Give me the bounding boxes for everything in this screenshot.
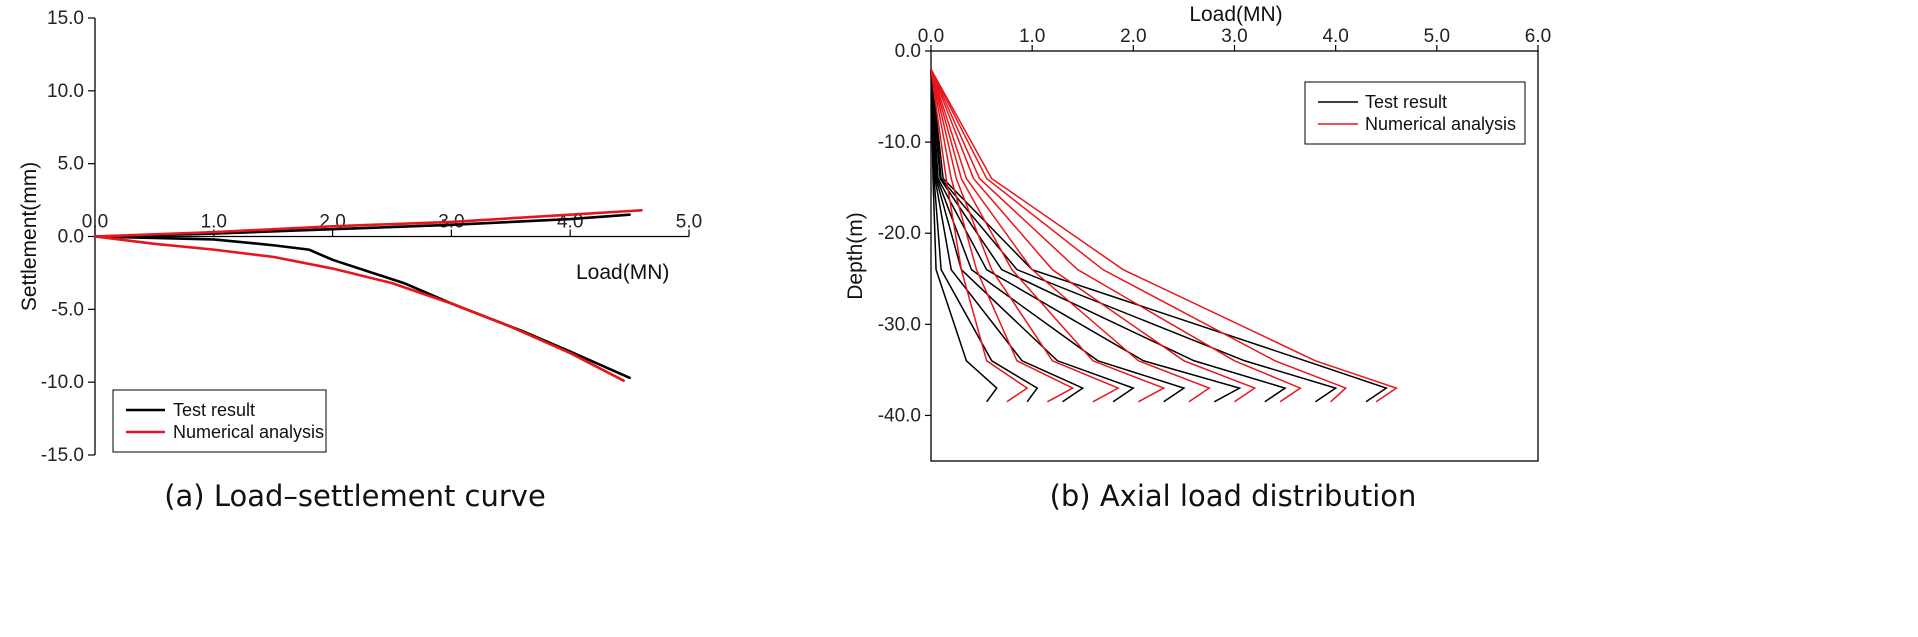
panel-a-x-tick-label: 1.0 <box>201 212 227 233</box>
panel-a-x-tick-label: 0.0 <box>82 212 108 233</box>
panel-b-numerical-analysis-profile-4 <box>930 69 1166 403</box>
panel-a-y-tick-label: 15.0 <box>47 8 84 29</box>
panel-a-caption: (a) Load–settlement curve <box>164 479 546 513</box>
panel-a-y-tick-label: -5.0 <box>51 299 84 320</box>
panel-b-test-result-profile-1 <box>930 69 998 403</box>
panel-b-axial-load: 0.0 1.0 2.0 3.0 4.0 5.0 6.0 0.0 -10.0 -20.0 -30.0 -… <box>844 3 1551 513</box>
panel-b-x-tick-label: 4.0 <box>1322 26 1348 47</box>
panel-a-x-tick-label: 4.0 <box>557 212 583 233</box>
legend-label-test-result: Test result <box>173 400 255 420</box>
panel-a-load-settlement: 15.010.05.00.0-5.0-10.0-15.00.0 1.0 2.0 3.0… <box>18 8 702 513</box>
panel-b-numerical-analysis-profile-2 <box>930 69 1075 403</box>
panel-a-series <box>93 208 643 383</box>
panel-a-series-test-result-0 <box>93 235 631 380</box>
panel-b-caption: (b) Axial load distribution <box>1050 479 1417 513</box>
panel-b-test-result-profile-7 <box>930 69 1287 403</box>
legend-label-numerical-analysis: Numerical analysis <box>1365 114 1516 134</box>
panel-b-numerical-analysis-profile-3 <box>930 69 1120 403</box>
panel-b-numerical-analysis-profile-9 <box>930 68 1399 403</box>
panel-a-y-tick-label: 0.0 <box>58 227 84 248</box>
panel-b-x-tick-label: 5.0 <box>1424 26 1450 47</box>
panel-b-x-tick-label: 3.0 <box>1221 26 1247 47</box>
panel-b-test-result-profile-5 <box>930 69 1186 403</box>
panel-b-series <box>930 68 1399 403</box>
panel-a-y-tick-label: 5.0 <box>58 154 84 175</box>
panel-b-y-tick-label: -40.0 <box>878 405 921 426</box>
panel-b-numerical-analysis-profile-6 <box>930 68 1257 403</box>
panel-a-y-tick-label: 10.0 <box>47 81 84 102</box>
legend-label-numerical-analysis: Numerical analysis <box>173 422 324 442</box>
panel-b-ticks: 0.0 1.0 2.0 3.0 4.0 5.0 6.0 0.0 -10.0 -20.0 -30.0 -… <box>878 26 1552 426</box>
panel-a-series-numerical-analysis-2 <box>93 235 625 383</box>
panel-a-legend: Test result Numerical analysis <box>112 389 327 453</box>
panel-b-x-tick-label: 6.0 <box>1525 26 1551 47</box>
panel-a-x-tick-label: 5.0 <box>676 212 702 233</box>
panel-b-numerical-analysis-profile-5 <box>930 68 1211 403</box>
panel-b-y-tick-label: -10.0 <box>878 132 921 153</box>
panel-b-legend: Test result Numerical analysis <box>1304 81 1526 145</box>
panel-b-y-tick-label: -20.0 <box>878 223 921 244</box>
panel-b-numerical-analysis-profile-1 <box>930 69 1029 403</box>
panel-a-legend-box <box>112 389 327 453</box>
panel-b-test-result-profile-3 <box>930 69 1085 403</box>
panel-a-y-tick-label: -10.0 <box>41 372 84 393</box>
panel-b-numerical-analysis-profile-8 <box>930 68 1348 403</box>
panel-b-legend-box <box>1304 81 1526 145</box>
panel-b-y-label: Depth(m) <box>844 212 867 300</box>
panel-b-test-result-profile-6 <box>930 69 1242 403</box>
panel-b-y-tick-label: 0.0 <box>895 41 921 62</box>
panel-a-series-numerical-analysis-3 <box>93 208 643 238</box>
legend-label-test-result: Test result <box>1365 92 1447 112</box>
panel-b-test-result-profile-4 <box>930 69 1135 403</box>
panel-a-ticks: 15.010.05.00.0-5.0-10.0-15.00.0 1.0 2.0 3.0… <box>41 8 703 466</box>
panel-a-y-tick-label: -15.0 <box>41 445 84 466</box>
panel-b-test-result-profile-8 <box>930 69 1338 403</box>
panel-b-x-tick-label: 1.0 <box>1019 26 1045 47</box>
panel-b-test-result-profile-9 <box>930 69 1388 403</box>
panel-b-x-tick-label: 0.0 <box>918 26 944 47</box>
panel-a-y-label: Settlement(mm) <box>18 162 41 311</box>
panel-b-test-result-profile-2 <box>930 69 1039 403</box>
panel-a-x-label: Load(MN) <box>576 261 669 284</box>
panel-b-x-tick-label: 2.0 <box>1120 26 1146 47</box>
panel-b-x-label: Load(MN) <box>1189 3 1282 26</box>
panel-b-numerical-analysis-profile-7 <box>930 68 1302 403</box>
panel-b-y-tick-label: -30.0 <box>878 314 921 335</box>
